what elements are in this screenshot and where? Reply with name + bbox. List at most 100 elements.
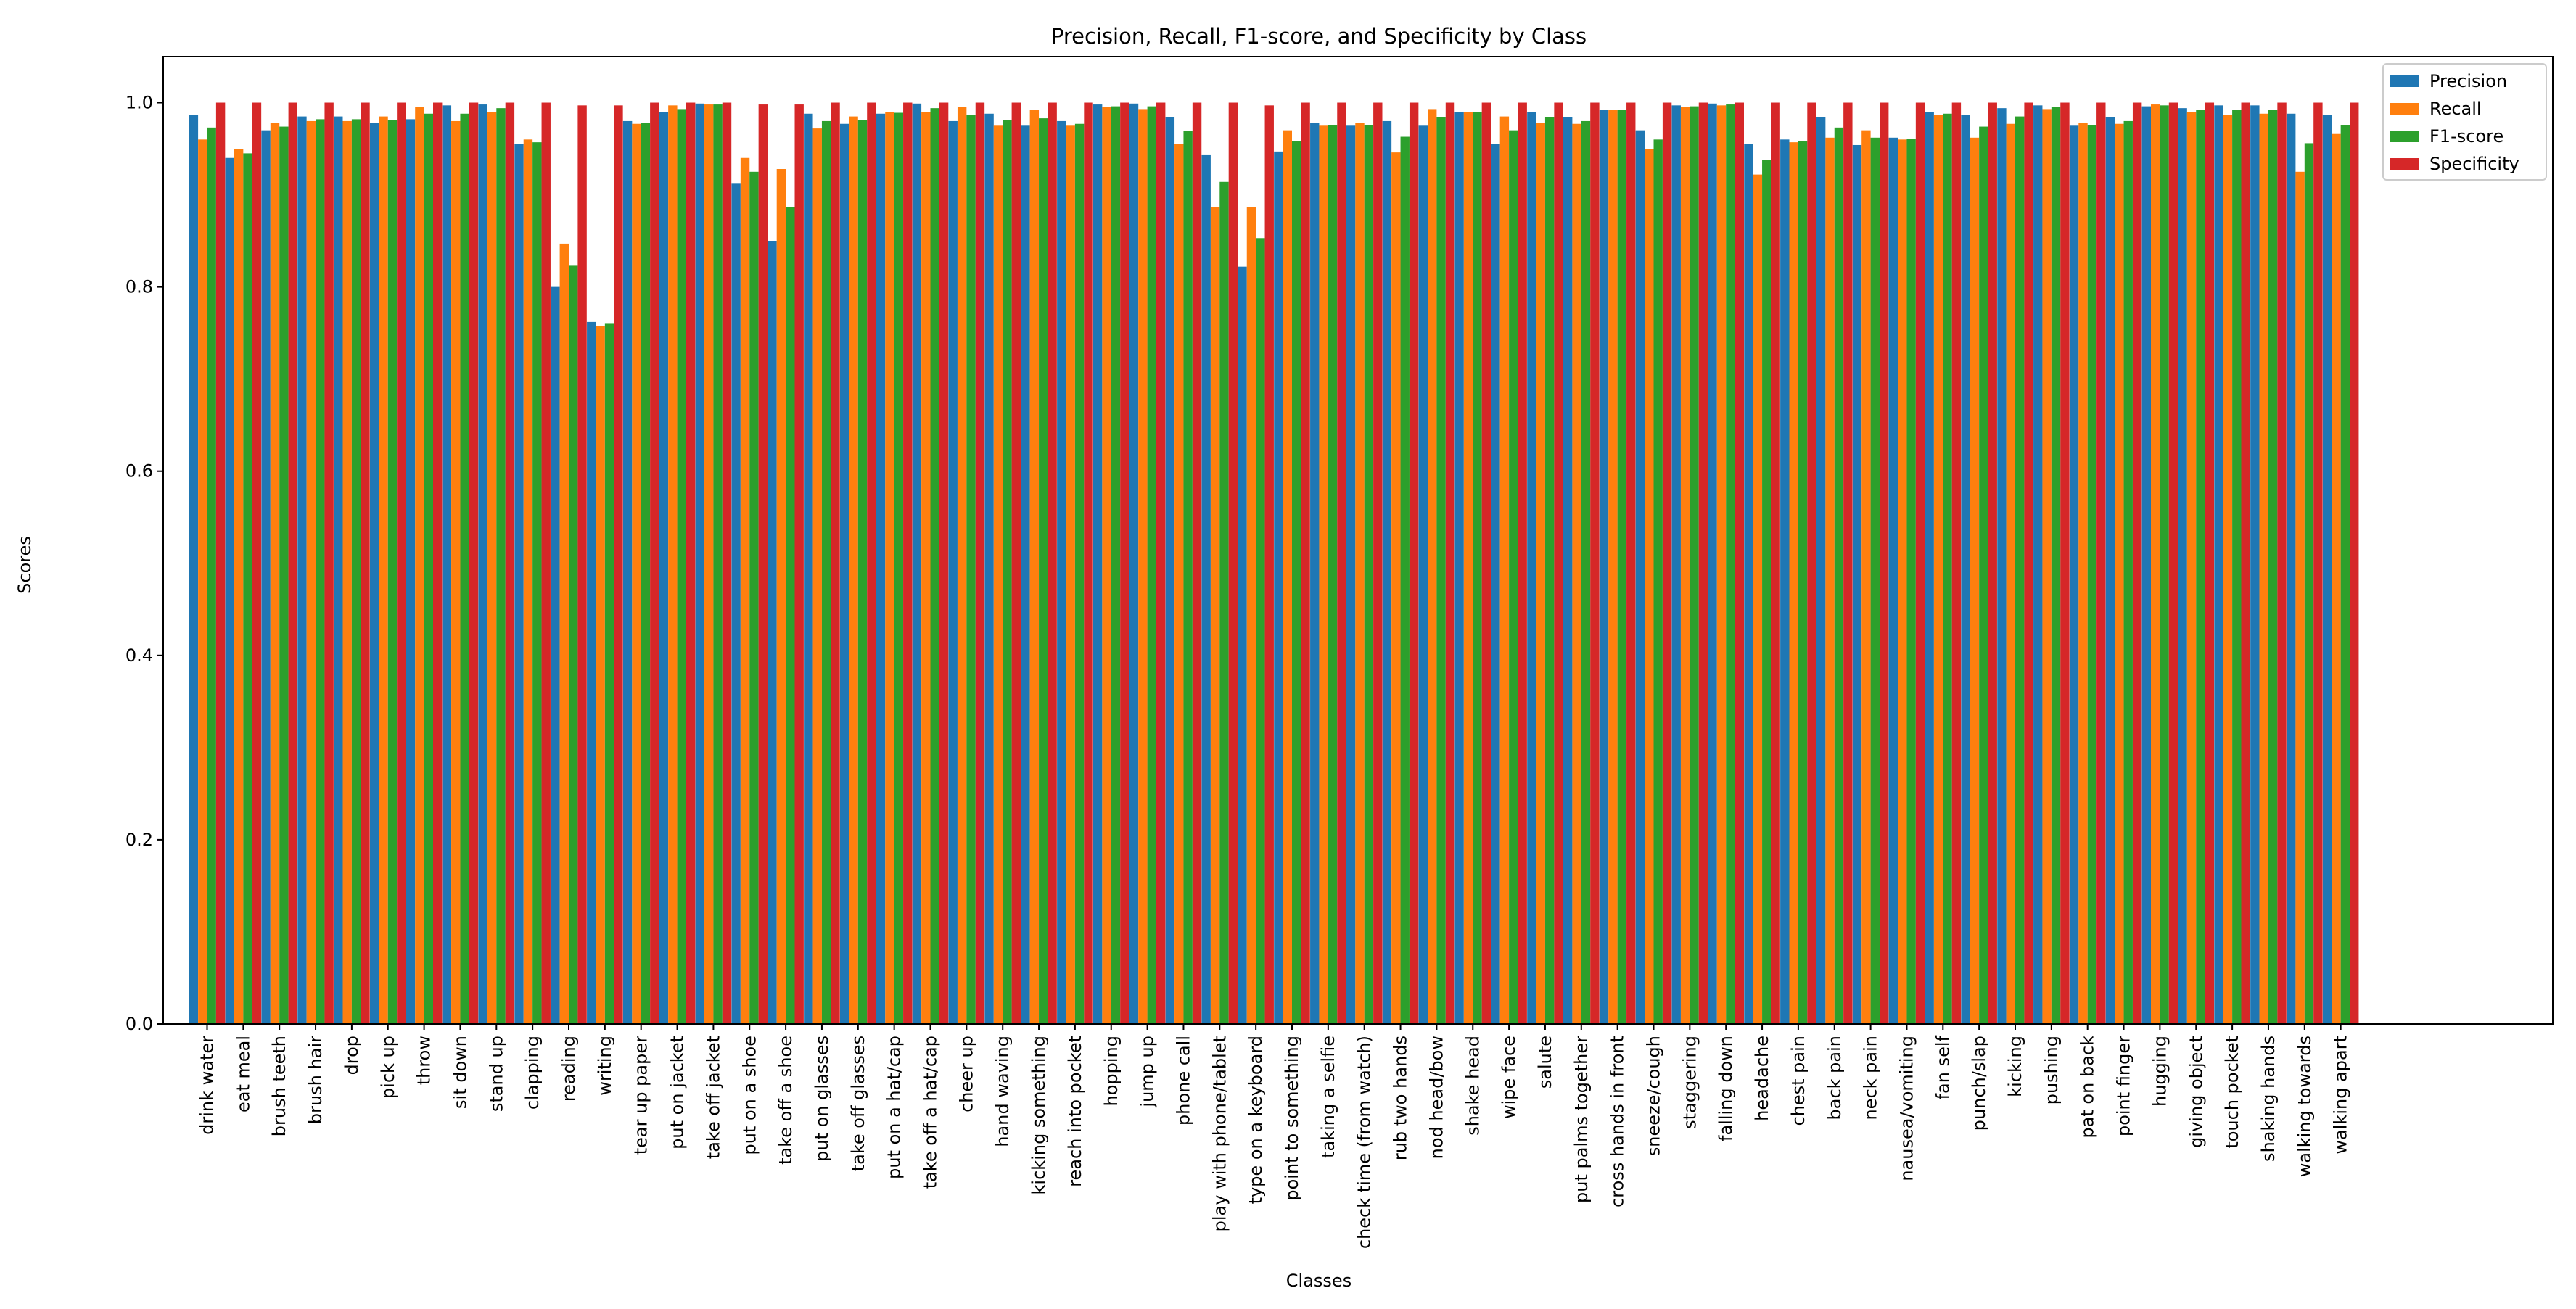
x-tick-label: drop <box>342 1036 362 1075</box>
bar <box>2178 108 2187 1024</box>
bar <box>831 102 840 1024</box>
bar <box>948 120 958 1025</box>
bar <box>1653 139 1663 1025</box>
bar <box>225 157 234 1024</box>
bar <box>1843 102 1853 1024</box>
y-tick-label: 0.0 <box>125 1014 153 1034</box>
bar <box>1617 110 1627 1025</box>
bar <box>2304 143 2314 1024</box>
bar <box>1102 107 1111 1024</box>
bar <box>514 144 524 1025</box>
bar <box>1572 123 1581 1025</box>
bar <box>1825 137 1835 1024</box>
x-tick-label: walking towards <box>2295 1036 2315 1177</box>
bar <box>451 120 461 1025</box>
bar <box>2132 102 2142 1024</box>
x-tick-label: cross hands in front <box>1608 1036 1628 1207</box>
x-tick-label: fan self <box>1933 1035 1953 1099</box>
x-tick-label: clapping <box>522 1036 543 1110</box>
bar <box>731 183 741 1025</box>
bar <box>1608 110 1618 1025</box>
bar <box>1906 139 1916 1024</box>
bar <box>2042 109 2052 1024</box>
bar <box>1003 120 1012 1024</box>
bar <box>1716 105 1727 1025</box>
bar <box>867 102 876 1024</box>
x-tick-label: nausea/vomiting <box>1896 1036 1917 1181</box>
bar <box>1454 112 1464 1025</box>
y-tick-label: 0.8 <box>125 277 153 297</box>
x-axis-label: Classes <box>1286 1271 1351 1291</box>
bar <box>2196 110 2205 1025</box>
bar <box>1590 102 1600 1024</box>
bar <box>1382 120 1392 1025</box>
bar <box>1074 123 1085 1025</box>
bar <box>207 127 216 1025</box>
bar <box>1943 113 1952 1024</box>
legend-swatch <box>2390 131 2419 142</box>
bar <box>894 112 904 1024</box>
bar <box>1445 102 1455 1024</box>
bar <box>523 139 533 1025</box>
bar <box>812 128 822 1025</box>
bar <box>189 115 199 1024</box>
bar <box>722 102 732 1024</box>
bar <box>1988 102 1997 1024</box>
x-tick-label: pat on back <box>2078 1036 2098 1139</box>
x-tick-label: put on glasses <box>812 1036 832 1162</box>
bar <box>1057 120 1066 1025</box>
x-tick-label: wipe face <box>1499 1036 1519 1119</box>
bar <box>2168 102 2178 1024</box>
bar <box>2160 105 2169 1025</box>
bar <box>2078 123 2088 1025</box>
bar <box>1662 102 1672 1024</box>
x-tick-label: tear up paper <box>631 1036 651 1155</box>
x-tick-label: falling down <box>1716 1036 1736 1141</box>
bar <box>749 171 759 1024</box>
bar <box>2115 123 2124 1025</box>
bar <box>361 102 370 1024</box>
x-axis: drink water eat meal brush teeth brush hair… <box>197 1024 2351 1249</box>
bar <box>1174 144 1184 1025</box>
y-axis-label: Scores <box>15 536 35 594</box>
bar <box>1418 125 1428 1024</box>
bar <box>1645 149 1654 1024</box>
y-tick-label: 0.6 <box>125 461 153 482</box>
bar <box>695 103 704 1024</box>
bar <box>1201 154 1211 1025</box>
bar <box>1428 109 1437 1024</box>
bar <box>1029 110 1040 1025</box>
bar <box>876 113 886 1024</box>
bar <box>821 120 831 1025</box>
x-tick-label: take off glasses <box>848 1036 868 1171</box>
x-tick-label: take off jacket <box>703 1036 723 1159</box>
bar <box>939 102 949 1024</box>
y-axis: 0.0 0.2 0.4 0.6 0.8 1.0 <box>125 93 163 1034</box>
bar <box>622 120 633 1025</box>
bar <box>794 104 804 1024</box>
bar <box>369 123 379 1025</box>
legend-swatch <box>2390 75 2419 87</box>
bar <box>487 112 497 1025</box>
x-tick-label: taking a selfie <box>1318 1036 1338 1158</box>
bar <box>442 105 452 1025</box>
bar <box>1310 123 1320 1025</box>
bar <box>288 102 297 1024</box>
bar <box>2051 107 2061 1024</box>
bar <box>604 323 614 1024</box>
x-tick-label: check time (from watch) <box>1354 1036 1375 1249</box>
bar <box>1563 117 1573 1025</box>
x-tick-label: type on a keyboard <box>1246 1036 1266 1204</box>
bar <box>1861 130 1871 1024</box>
x-tick-label: sit down <box>450 1036 470 1109</box>
bar <box>704 104 714 1024</box>
bar <box>1880 102 1889 1024</box>
x-tick-label: play with phone/tablet <box>1209 1036 1230 1231</box>
legend-label: Specificity <box>2429 154 2519 174</box>
bar <box>1210 207 1220 1025</box>
bar <box>1346 125 1356 1024</box>
bar <box>1120 102 1129 1024</box>
series-precision <box>189 103 2332 1025</box>
bar <box>1708 103 1717 1024</box>
bar <box>351 119 361 1024</box>
